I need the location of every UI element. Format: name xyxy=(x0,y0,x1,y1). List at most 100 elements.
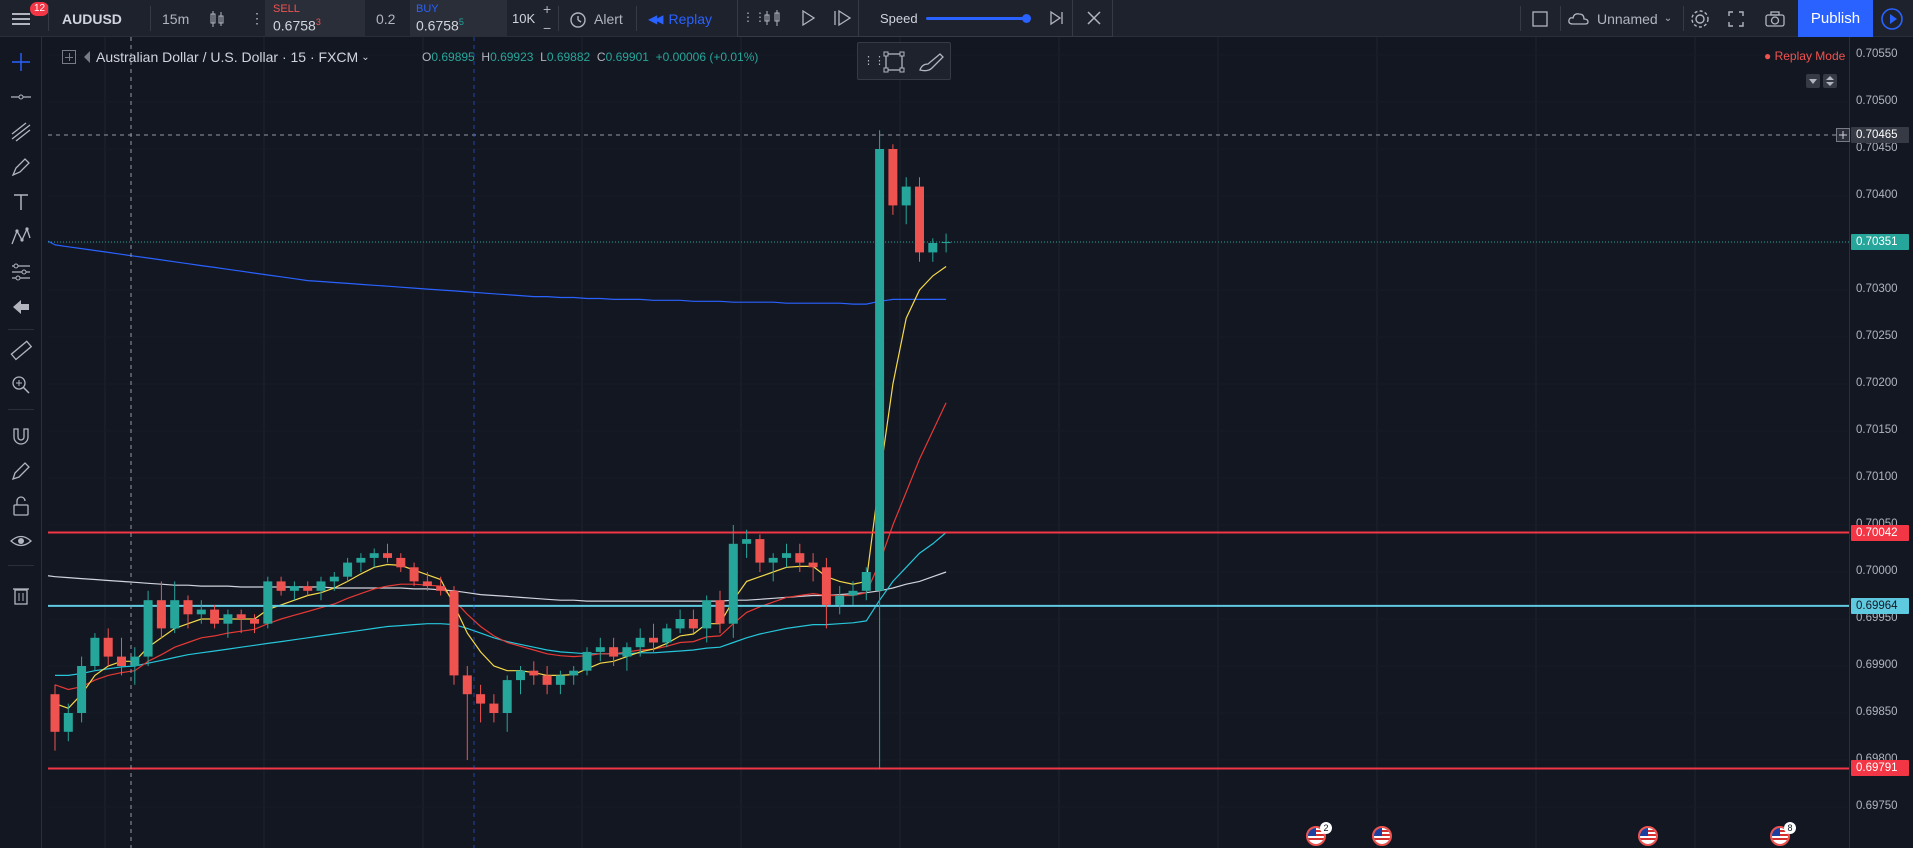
fullscreen-button[interactable] xyxy=(1727,0,1745,37)
settings-button[interactable] xyxy=(1689,0,1711,37)
chevron-down-icon[interactable]: ⌄ xyxy=(361,51,370,63)
brush-tool[interactable] xyxy=(8,154,34,180)
candles xyxy=(50,130,951,770)
publish-button[interactable]: Publish xyxy=(1798,0,1873,37)
chevron-down-icon: ⌄ xyxy=(1663,13,1673,24)
measure-tool[interactable] xyxy=(8,337,34,363)
fib-tool[interactable] xyxy=(8,119,34,145)
last-price-badge: 0.70351 xyxy=(1851,234,1909,251)
toggle-legend-icon[interactable] xyxy=(62,50,76,64)
event-count-badge: 2 xyxy=(1320,822,1332,834)
divider xyxy=(558,6,559,31)
sidebar-toggle-button[interactable] xyxy=(1880,0,1904,37)
candle-body xyxy=(90,637,100,666)
expand-icon xyxy=(1826,76,1834,86)
stay-drawing-tool[interactable] xyxy=(8,458,34,484)
crosshair-tool[interactable] xyxy=(8,49,34,75)
forward-button[interactable] xyxy=(832,9,852,32)
candle-body xyxy=(768,557,778,563)
candle-body xyxy=(622,647,632,657)
drag-handle-icon[interactable]: ⋮⋮ xyxy=(863,55,885,67)
hide-panel-button[interactable] xyxy=(8,294,34,320)
price-tick-label: 0.70300 xyxy=(1856,283,1898,295)
hide-drawings-tool[interactable] xyxy=(8,528,34,554)
candle-body xyxy=(250,619,259,624)
candle-body xyxy=(316,581,326,591)
price-tick-label: 0.69750 xyxy=(1856,800,1898,812)
forecast-tool[interactable] xyxy=(8,259,34,285)
candle-body xyxy=(901,186,911,206)
speed-slider-thumb[interactable] xyxy=(1022,14,1031,23)
remove-drawings-tool[interactable] xyxy=(8,582,34,608)
close-replay-button[interactable] xyxy=(1086,9,1102,32)
flag-icon[interactable] xyxy=(84,51,90,63)
candle-body xyxy=(529,670,539,676)
magnet-tool[interactable] xyxy=(8,423,34,449)
us-flag-icon xyxy=(1308,828,1324,844)
buy-label: BUY xyxy=(416,3,439,15)
divider xyxy=(150,6,151,31)
replay-button[interactable]: ◀◀ Replay xyxy=(648,0,712,37)
text-tool[interactable] xyxy=(8,189,34,215)
add-alert-crosshair-button[interactable] xyxy=(1836,128,1850,142)
candle-body xyxy=(941,242,951,244)
buy-button[interactable]: BUY 0.67585 xyxy=(410,0,507,37)
zoom-tool[interactable] xyxy=(8,372,34,398)
select-bar-button[interactable] xyxy=(762,8,784,33)
lock-drawings-tool[interactable] xyxy=(8,493,34,519)
layout-button[interactable] xyxy=(1531,0,1549,37)
trend-line-tool[interactable] xyxy=(8,84,34,110)
sell-button[interactable]: SELL 0.67583 xyxy=(265,0,365,37)
economic-event-marker[interactable] xyxy=(1372,826,1392,846)
select-rect-icon[interactable] xyxy=(882,50,906,74)
close-icon xyxy=(1087,11,1101,25)
replay-panel: ⋮⋮ Speed xyxy=(737,0,1113,37)
snapshot-button[interactable] xyxy=(1764,0,1786,37)
candle-body xyxy=(462,675,472,695)
line-icon xyxy=(11,94,31,100)
magnet-icon xyxy=(13,428,29,445)
maximize-pane-button[interactable] xyxy=(1823,74,1837,88)
symbol-title[interactable]: Australian Dollar / U.S. Dollar · 15 · F… xyxy=(96,49,359,65)
candle-body xyxy=(675,619,685,629)
plus-icon xyxy=(1836,128,1850,142)
brush-settings-icon[interactable] xyxy=(918,50,946,74)
candle-body xyxy=(821,567,831,605)
alert-button[interactable]: Alert xyxy=(568,0,623,37)
price-axis[interactable]: 0.705500.705000.704500.704000.703500.703… xyxy=(1849,37,1913,848)
ma-blue-line xyxy=(54,244,947,305)
jump-to-end-button[interactable] xyxy=(1048,9,1066,32)
candle-body xyxy=(489,703,499,713)
candle-body xyxy=(795,553,805,563)
collapse-pane-button[interactable] xyxy=(1806,74,1820,88)
quantity-plus-button[interactable]: + xyxy=(543,1,552,17)
play-button[interactable] xyxy=(800,9,816,32)
save-layout-button[interactable]: Unnamed ⌄ xyxy=(1567,0,1672,37)
ma-blue-line xyxy=(47,240,56,246)
quantity-minus-button[interactable]: − xyxy=(543,20,552,36)
candle-body xyxy=(555,675,565,685)
sell-price: 0.67583 xyxy=(273,17,321,34)
economic-event-marker[interactable] xyxy=(1638,826,1658,846)
top-toolbar: 12 AUDUSD 15m ⋮⋮ SELL 0.67583 0.2 BUY 0.… xyxy=(0,0,1913,37)
chart-type-button[interactable] xyxy=(208,0,226,37)
ma-white-line xyxy=(54,571,947,602)
ema-slow-line xyxy=(55,532,947,677)
candle-body xyxy=(343,562,353,577)
pattern-tool[interactable] xyxy=(8,224,34,250)
candle-body xyxy=(928,243,938,253)
interval-button[interactable]: 15m xyxy=(162,10,190,27)
sell-label: SELL xyxy=(273,3,300,15)
drag-handle-icon[interactable]: ⋮⋮ xyxy=(742,10,766,24)
candle-body xyxy=(383,553,392,558)
speed-slider[interactable] xyxy=(926,14,1031,23)
menu-button[interactable]: 12 xyxy=(8,0,50,37)
candle-body xyxy=(263,581,273,624)
economic-event-marker[interactable] xyxy=(1306,826,1326,846)
ohlc-values: O0.69895 H0.69923 L0.69882 C0.69901 +0.0… xyxy=(422,50,759,64)
symbol-search[interactable]: AUDUSD xyxy=(62,10,122,27)
replay-mode-label: ● Replay Mode xyxy=(1764,49,1846,63)
step-forward-icon xyxy=(834,9,852,27)
quantity-field[interactable]: 10K xyxy=(512,11,536,26)
